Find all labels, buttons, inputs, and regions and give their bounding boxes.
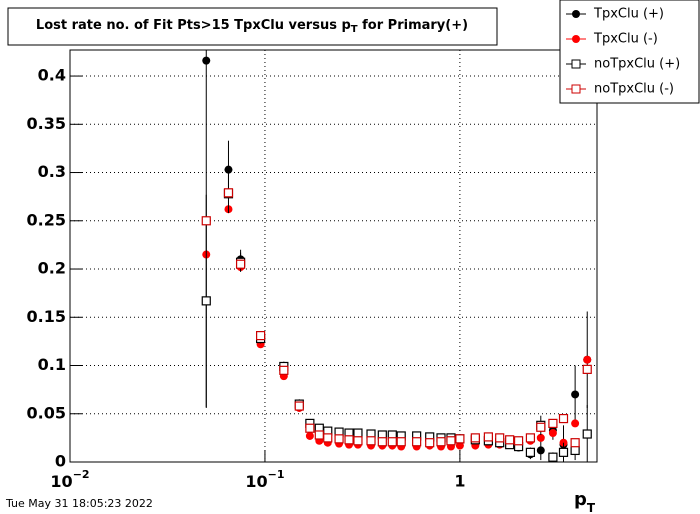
y-tick-label: 0 (55, 452, 66, 471)
data-point (495, 433, 505, 443)
data-point (505, 435, 515, 445)
data-point (582, 364, 592, 374)
data-point (223, 188, 234, 198)
data-point (323, 433, 333, 443)
data-point (571, 419, 580, 428)
y-tick-label: 0.35 (27, 114, 66, 133)
title-box (7, 7, 498, 46)
legend-box (559, 0, 700, 104)
data-point (412, 437, 422, 447)
legend-label: TpxClu (-) (593, 32, 658, 47)
data-point (256, 331, 266, 341)
data-point (201, 216, 211, 226)
x-tick-label: 10−2 (50, 468, 89, 491)
x-tick-exponent: −1 (268, 468, 285, 481)
timestamp: Tue May 31 18:05:23 2022 (5, 497, 153, 510)
y-tick-label: 0.2 (38, 259, 66, 278)
data-point (558, 413, 569, 424)
y-tick-label: 0.25 (27, 210, 66, 229)
data-point (570, 445, 580, 456)
x-tick-label: 10−1 (245, 468, 284, 491)
data-point (536, 446, 545, 455)
x-tick-exponent: −2 (73, 468, 90, 481)
data-point (536, 422, 546, 432)
data-point (224, 165, 233, 174)
title-text: for Primary(+) (358, 18, 468, 33)
title-subscript: T (351, 24, 358, 35)
data-point (513, 436, 524, 446)
data-point (377, 437, 387, 447)
y-tick-label: 0.05 (27, 403, 66, 422)
data-point (396, 437, 406, 447)
data-point (536, 433, 545, 442)
data-point (571, 390, 580, 399)
legend-marker (572, 35, 580, 43)
data-point (570, 438, 580, 448)
data-point (483, 432, 493, 442)
x-label-text: p (574, 489, 587, 510)
data-point (525, 447, 536, 457)
legend-label: noTpxClu (+) (594, 57, 680, 72)
legend-marker (572, 10, 580, 18)
data-point (455, 441, 464, 450)
data-point (235, 259, 246, 269)
y-tick-label: 0.1 (38, 355, 66, 374)
data-point (425, 438, 435, 448)
data-point (202, 56, 211, 65)
legend-marker (571, 59, 581, 69)
data-point (366, 436, 376, 446)
y-tick-label: 0.4 (38, 66, 66, 85)
data-point (436, 437, 446, 447)
data-point (334, 434, 344, 444)
data-point (525, 433, 536, 443)
chart-title: Lost rate no. of Fit Pts>15 TpxClu versu… (36, 18, 468, 36)
data-point (558, 447, 569, 457)
data-point (455, 434, 465, 444)
data-point (314, 430, 324, 440)
data-point (548, 429, 557, 438)
data-point (353, 436, 363, 446)
y-tick-label: 0.15 (27, 307, 66, 326)
data-point (201, 296, 211, 306)
y-tick-label: 0.3 (38, 162, 66, 181)
data-point (305, 431, 314, 440)
x-tick-label: 1 (454, 472, 465, 491)
data-point (344, 435, 354, 445)
x-label-subscript: T (587, 501, 596, 514)
data-point (548, 452, 558, 462)
data-point (387, 437, 397, 447)
data-point (294, 401, 304, 411)
data-point (583, 355, 592, 364)
x-tick-base: 10 (245, 472, 267, 491)
x-tick-base: 10 (50, 472, 72, 491)
x-axis-label: pT (574, 489, 596, 514)
data-point (470, 433, 480, 443)
plot-frame (69, 49, 598, 463)
data-point (279, 365, 289, 375)
data-point (305, 423, 315, 433)
data-point (582, 429, 592, 439)
data-point (353, 428, 363, 438)
legend-label: TpxClu (+) (593, 7, 664, 22)
legend-marker (571, 84, 581, 94)
data-point (548, 418, 558, 429)
legend-label: noTpxClu (-) (594, 82, 674, 97)
data-point (446, 436, 456, 446)
title-text: Lost rate no. of Fit Pts>15 TpxClu versu… (36, 18, 351, 33)
